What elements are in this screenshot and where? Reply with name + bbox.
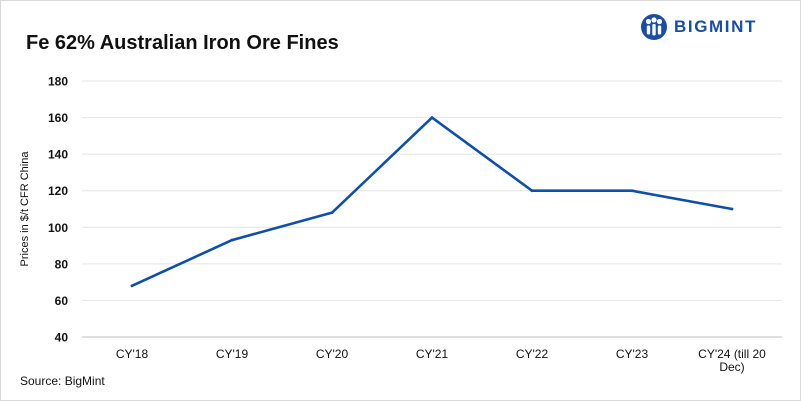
y-tick-label: 100 bbox=[48, 221, 68, 235]
y-tick-label: 120 bbox=[48, 184, 68, 198]
y-tick-label: 180 bbox=[48, 75, 68, 89]
data-point bbox=[430, 116, 434, 119]
y-tick-label: 40 bbox=[55, 331, 69, 345]
y-tick-label: 80 bbox=[55, 257, 69, 271]
x-tick-label: CY'19 bbox=[216, 347, 249, 361]
x-tick-label: CY'21 bbox=[416, 347, 449, 361]
y-axis-ticks: 40 60 80 100 120 140 160 180 bbox=[48, 75, 68, 345]
y-axis-label: Prices in $/t CFR China bbox=[19, 151, 31, 267]
data-point bbox=[330, 211, 334, 215]
x-tick-label: CY'20 bbox=[316, 347, 349, 361]
y-tick-label: 140 bbox=[48, 148, 68, 162]
chart-grid bbox=[82, 80, 782, 338]
series-line-0 bbox=[130, 116, 734, 288]
x-tick-label: CY'22 bbox=[516, 347, 549, 361]
x-tick-label: CY'24 (till 20 Dec) bbox=[698, 347, 766, 374]
source-note: Source: BigMint bbox=[20, 374, 105, 388]
x-axis-ticks: CY'18 CY'19 CY'20 CY'21 CY'22 CY'23 CY'24 (til… bbox=[116, 347, 766, 374]
brand-name: BIGMINT bbox=[674, 17, 757, 36]
data-point bbox=[630, 189, 634, 193]
x-tick-label: CY'18 bbox=[116, 347, 149, 361]
bigmint-logo-icon bbox=[641, 14, 667, 40]
y-tick-label: 60 bbox=[55, 294, 69, 308]
data-point bbox=[130, 284, 134, 288]
brand-logo: BIGMINT bbox=[640, 13, 757, 41]
data-point bbox=[230, 238, 234, 242]
y-tick-label: 160 bbox=[48, 111, 68, 125]
data-point bbox=[730, 207, 734, 211]
x-tick-label: CY'23 bbox=[616, 347, 649, 361]
chart-title: Fe 62% Australian Iron Ore Fines bbox=[26, 32, 339, 54]
data-point bbox=[530, 189, 534, 193]
chart-series bbox=[130, 116, 734, 288]
